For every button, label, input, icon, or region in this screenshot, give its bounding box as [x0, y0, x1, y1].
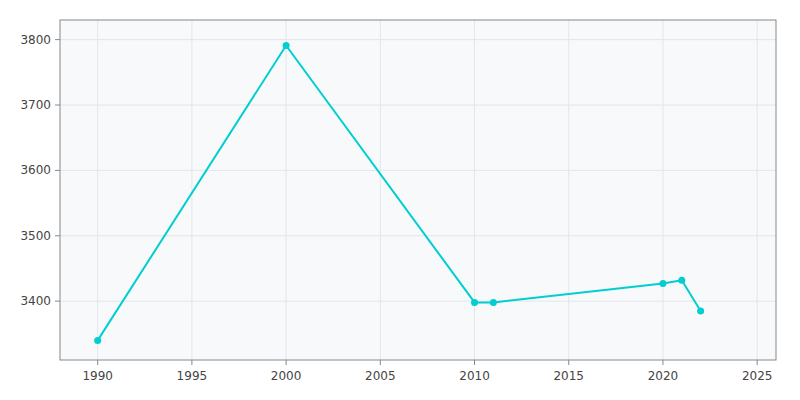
- grid-line: [474, 20, 475, 360]
- grid-line: [60, 301, 776, 302]
- y-tick-label: 3400: [20, 294, 51, 308]
- point: [490, 299, 497, 306]
- x-tick-label: 2000: [271, 369, 302, 383]
- tick-mark: [568, 360, 569, 365]
- grid-line: [60, 105, 776, 106]
- grid-line: [60, 235, 776, 236]
- chart: 1990 1995 2000 2005 2010 2015 2020 2025 3400 3500…: [0, 0, 800, 400]
- grid-line: [380, 20, 381, 360]
- tick-mark: [55, 170, 60, 171]
- plot-frame: [60, 20, 776, 360]
- point: [678, 277, 685, 284]
- grid-line: [662, 20, 663, 360]
- axes: 1990 1995 2000 2005 2010 2015 2020 2025 3400 3500…: [20, 33, 772, 383]
- grid: [60, 20, 776, 360]
- tick-mark: [662, 360, 663, 365]
- point: [94, 337, 101, 344]
- grid-line: [286, 20, 287, 360]
- tick-mark: [286, 360, 287, 365]
- grid-line: [60, 170, 776, 171]
- plot-area: [60, 20, 776, 360]
- x-tick-label: 1990: [82, 369, 113, 383]
- grid-line: [568, 20, 569, 360]
- tick-mark: [474, 360, 475, 365]
- tick-mark: [55, 105, 60, 106]
- point: [659, 280, 666, 287]
- point: [697, 307, 704, 314]
- grid-line: [60, 39, 776, 40]
- grid-line: [757, 20, 758, 360]
- tick-mark: [55, 235, 60, 236]
- grid-line: [191, 20, 192, 360]
- x-tick-label: 2025: [742, 369, 773, 383]
- x-tick-label: 1995: [177, 369, 208, 383]
- series: [94, 42, 704, 344]
- tick-mark: [97, 360, 98, 365]
- point: [283, 42, 290, 49]
- y-tick-label: 3600: [20, 163, 51, 177]
- tick-mark: [55, 39, 60, 40]
- y-tick-label: 3500: [20, 229, 51, 243]
- y-tick-label: 3700: [20, 98, 51, 112]
- point: [471, 299, 478, 306]
- grid-line: [97, 20, 98, 360]
- x-tick-label: 2005: [365, 369, 396, 383]
- tick-mark: [191, 360, 192, 365]
- y-tick-label: 3800: [20, 33, 51, 47]
- x-tick-label: 2020: [648, 369, 679, 383]
- x-tick-label: 2015: [553, 369, 584, 383]
- tick-mark: [380, 360, 381, 365]
- tick-mark: [757, 360, 758, 365]
- line: [98, 46, 701, 341]
- tick-mark: [55, 301, 60, 302]
- x-tick-label: 2010: [459, 369, 490, 383]
